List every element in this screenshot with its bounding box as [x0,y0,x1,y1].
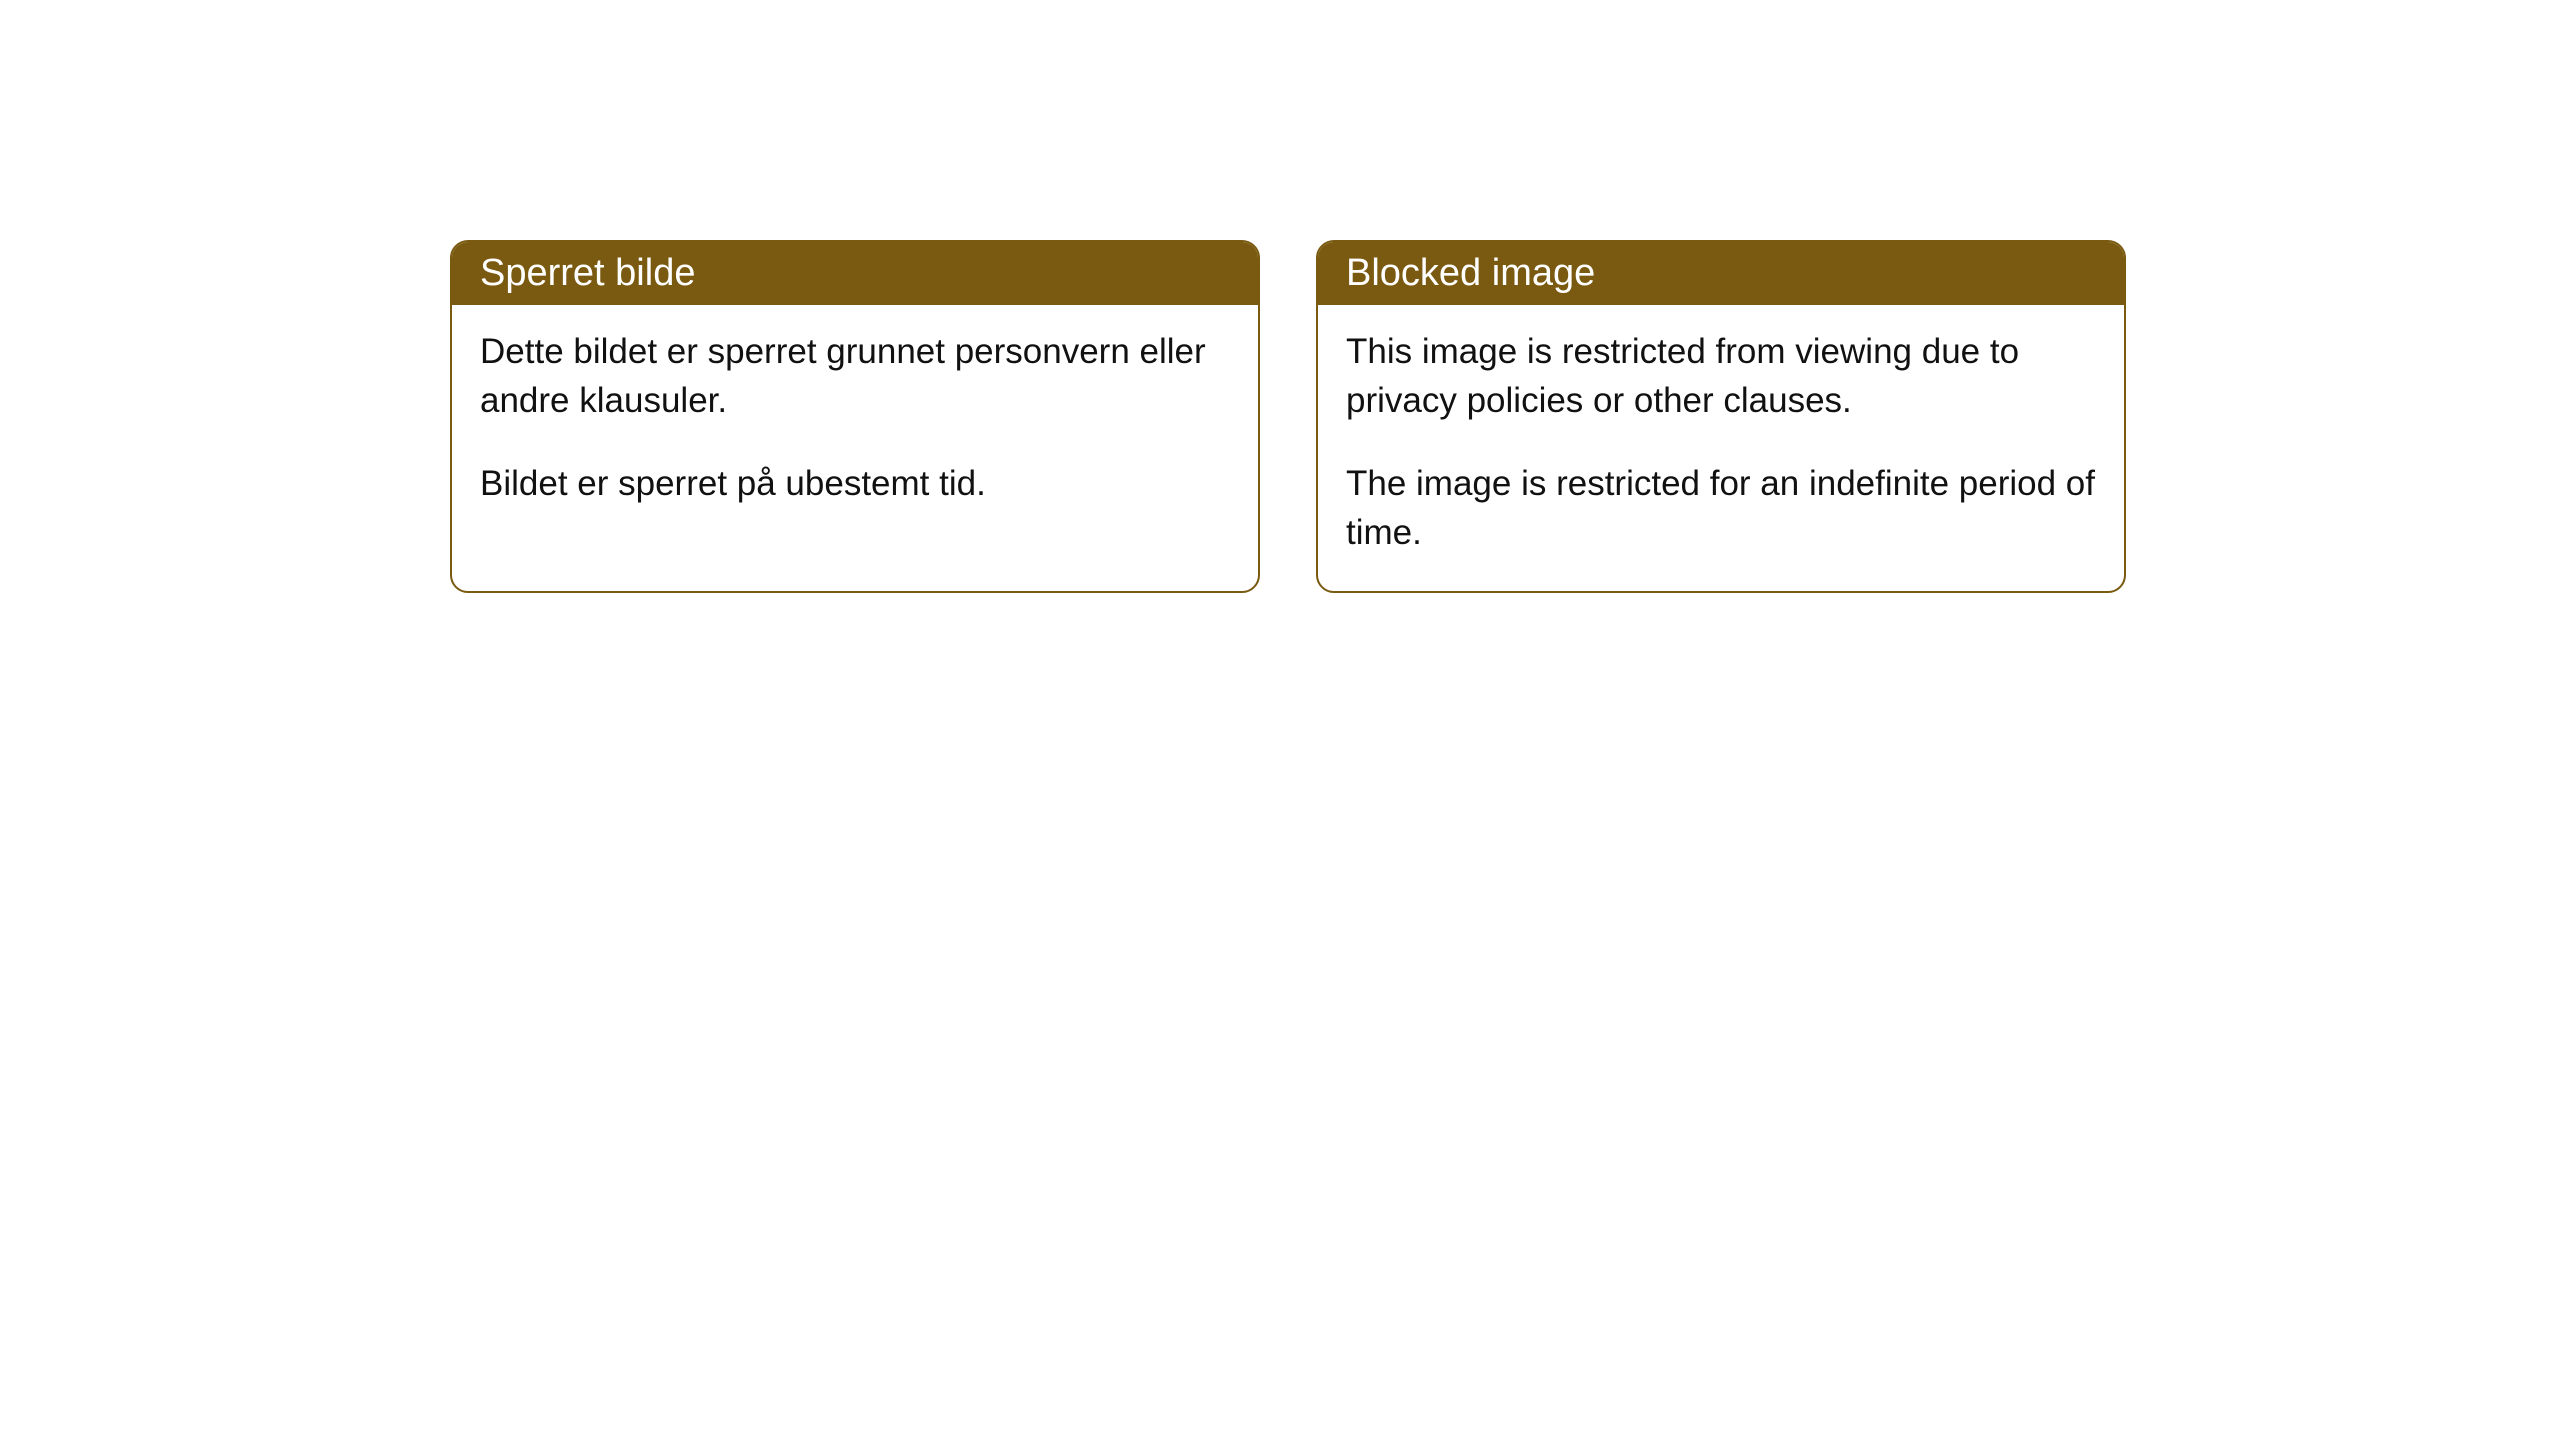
card-title: Sperret bilde [480,252,695,294]
card-paragraph-2: The image is restricted for an indefinit… [1346,459,2096,557]
card-paragraph-1: Dette bildet er sperret grunnet personve… [480,327,1230,425]
card-title: Blocked image [1346,252,1595,294]
card-header: Sperret bilde [452,242,1258,305]
card-header: Blocked image [1318,242,2124,305]
card-paragraph-2: Bildet er sperret på ubestemt tid. [480,459,1230,508]
card-paragraph-1: This image is restricted from viewing du… [1346,327,2096,425]
card-body: This image is restricted from viewing du… [1318,305,2124,591]
notice-cards-container: Sperret bilde Dette bildet er sperret gr… [450,240,2126,593]
blocked-image-card-english: Blocked image This image is restricted f… [1316,240,2126,593]
card-body: Dette bildet er sperret grunnet personve… [452,305,1258,542]
blocked-image-card-norwegian: Sperret bilde Dette bildet er sperret gr… [450,240,1260,593]
